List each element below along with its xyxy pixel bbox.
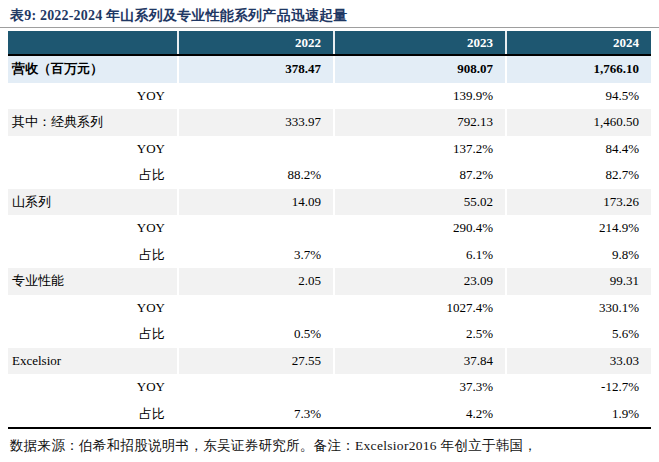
report-table: 2022 2023 2024 营收（百万元） 378.47 908.07 1,7… bbox=[8, 31, 651, 427]
row-label: 其中：经典系列 bbox=[8, 109, 177, 136]
cell-value: 2.5% bbox=[333, 321, 505, 348]
header-year-2024: 2024 bbox=[505, 31, 651, 54]
table-row-share: 占比 0.5% 2.5% 5.6% bbox=[8, 321, 651, 348]
row-label: 山系列 bbox=[8, 189, 177, 216]
table-row-classic-series: 其中：经典系列 333.97 792.13 1,460.50 bbox=[8, 109, 651, 136]
cell-value: 333.97 bbox=[177, 109, 333, 136]
table-row-yoy: YOY 290.4% 214.9% bbox=[8, 215, 651, 242]
table-row-yoy: YOY 1027.4% 330.1% bbox=[8, 295, 651, 322]
cell-value: 0.5% bbox=[177, 321, 333, 348]
row-label: YOY bbox=[8, 374, 177, 401]
cell-value: 290.4% bbox=[333, 215, 505, 242]
cell-value: 99.31 bbox=[505, 268, 651, 295]
cell-value: 4.2% bbox=[333, 401, 505, 428]
row-label: 专业性能 bbox=[8, 268, 177, 295]
cell-value: 378.47 bbox=[177, 56, 333, 83]
cell-value: 14.09 bbox=[177, 189, 333, 216]
cell-value: 88.2% bbox=[177, 162, 333, 189]
cell-value: 1.9% bbox=[505, 401, 651, 428]
cell-value: 173.26 bbox=[505, 189, 651, 216]
cell-value bbox=[177, 136, 333, 163]
cell-value: 23.09 bbox=[333, 268, 505, 295]
table-title: 表9: 2022-2024 年山系列及专业性能系列产品迅速起量 bbox=[10, 7, 659, 25]
header-year-2022: 2022 bbox=[177, 31, 333, 54]
row-label: 占比 bbox=[8, 401, 177, 428]
cell-value: 84.4% bbox=[505, 136, 651, 163]
row-label: 占比 bbox=[8, 321, 177, 348]
cell-value: 82.7% bbox=[505, 162, 651, 189]
cell-value: 330.1% bbox=[505, 295, 651, 322]
header-label-column bbox=[8, 31, 177, 54]
cell-value: 7.3% bbox=[177, 401, 333, 428]
table-row-professional-performance: 专业性能 2.05 23.09 99.31 bbox=[8, 268, 651, 295]
cell-value: 37.3% bbox=[333, 374, 505, 401]
title-divider bbox=[0, 27, 659, 28]
table-row-mountain-series: 山系列 14.09 55.02 173.26 bbox=[8, 189, 651, 216]
cell-value: 37.84 bbox=[333, 348, 505, 375]
row-label: Excelsior bbox=[8, 348, 177, 375]
cell-value: 214.9% bbox=[505, 215, 651, 242]
cell-value bbox=[177, 374, 333, 401]
table-row-yoy: YOY 37.3% -12.7% bbox=[8, 374, 651, 401]
row-label: YOY bbox=[8, 215, 177, 242]
cell-value: 1027.4% bbox=[333, 295, 505, 322]
cell-value: 33.03 bbox=[505, 348, 651, 375]
cell-value: 2.05 bbox=[177, 268, 333, 295]
cell-value: 9.8% bbox=[505, 242, 651, 269]
row-label: 占比 bbox=[8, 242, 177, 269]
cell-value: 55.02 bbox=[333, 189, 505, 216]
row-label: YOY bbox=[8, 83, 177, 110]
cell-value bbox=[177, 295, 333, 322]
cell-value: 5.6% bbox=[505, 321, 651, 348]
table-header-row: 2022 2023 2024 bbox=[8, 31, 651, 56]
cell-value: 87.2% bbox=[333, 162, 505, 189]
source-note: 数据来源：伯希和招股说明书，东吴证券研究所。备注：Excelsior2016 年… bbox=[10, 437, 659, 455]
table-row-share: 占比 3.7% 6.1% 9.8% bbox=[8, 242, 651, 269]
row-label: YOY bbox=[8, 295, 177, 322]
cell-value: 908.07 bbox=[333, 56, 505, 83]
cell-value: 139.9% bbox=[333, 83, 505, 110]
cell-value: 137.2% bbox=[333, 136, 505, 163]
table-row-yoy: YOY 137.2% 84.4% bbox=[8, 136, 651, 163]
cell-value: 3.7% bbox=[177, 242, 333, 269]
cell-value: 792.13 bbox=[333, 109, 505, 136]
report-page: 表9: 2022-2024 年山系列及专业性能系列产品迅速起量 2022 202… bbox=[0, 7, 659, 462]
table-row-share: 占比 7.3% 4.2% 1.9% bbox=[8, 401, 651, 428]
cell-value: 1,766.10 bbox=[505, 56, 651, 83]
header-year-2023: 2023 bbox=[333, 31, 505, 54]
row-label: YOY bbox=[8, 136, 177, 163]
table-row-yoy: YOY 139.9% 94.5% bbox=[8, 83, 651, 110]
cell-value: 6.1% bbox=[333, 242, 505, 269]
table-row-revenue: 营收（百万元） 378.47 908.07 1,766.10 bbox=[8, 56, 651, 83]
cell-value bbox=[177, 83, 333, 110]
cell-value bbox=[177, 215, 333, 242]
cell-value: 27.55 bbox=[177, 348, 333, 375]
table-row-excelsior: Excelsior 27.55 37.84 33.03 bbox=[8, 348, 651, 375]
table-row-share: 占比 88.2% 87.2% 82.7% bbox=[8, 162, 651, 189]
cell-value: 1,460.50 bbox=[505, 109, 651, 136]
row-label: 营收（百万元） bbox=[8, 56, 177, 83]
table-bottom-border bbox=[8, 427, 651, 429]
cell-value: -12.7% bbox=[505, 374, 651, 401]
cell-value: 94.5% bbox=[505, 83, 651, 110]
row-label: 占比 bbox=[8, 162, 177, 189]
